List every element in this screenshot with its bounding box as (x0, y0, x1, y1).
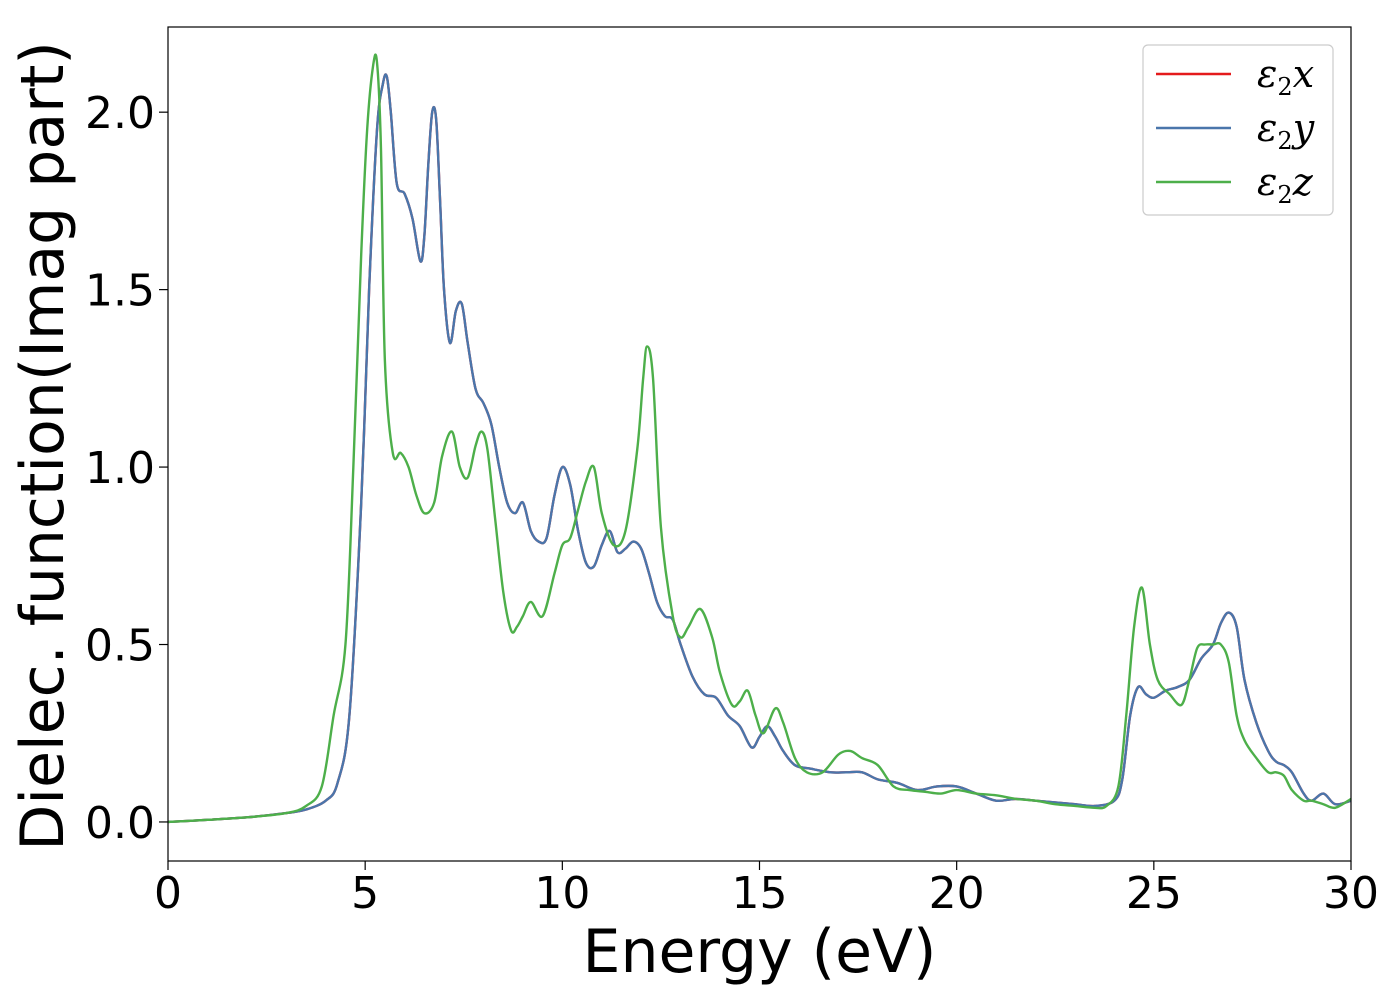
x-tick-label: 25 (1126, 868, 1182, 919)
series-layer (167, 53, 1352, 824)
y-tick-label: 2.0 (85, 88, 155, 139)
legend-items: ε2x ε2y ε2z (1156, 52, 1315, 209)
series-line-z (167, 53, 1352, 824)
y-axis-ticks: 0.0 0.5 1.0 1.5 2.0 (85, 88, 168, 849)
legend-frame (1142, 44, 1334, 216)
y-tick-label: 0.5 (85, 621, 155, 672)
y-axis-label: Dielec. function(Imag part) (8, 41, 78, 851)
x-tick-label: 30 (1323, 868, 1379, 919)
legend: ε2x ε2y ε2z (1142, 44, 1334, 216)
x-tick-label: 20 (929, 868, 985, 919)
x-tick-label: 10 (534, 868, 590, 919)
x-tick-label: 15 (732, 868, 788, 919)
y-tick-label: 0.0 (85, 798, 155, 849)
x-axis-ticks: 0 5 10 15 20 25 30 (154, 861, 1379, 919)
y-tick-label: 1.0 (85, 443, 155, 494)
x-tick-label: 0 (154, 868, 182, 919)
legend-label-z: ε2z (1257, 160, 1314, 209)
x-tick-label: 5 (351, 868, 379, 919)
legend-label-y: ε2y (1257, 106, 1315, 155)
y-tick-label: 1.5 (85, 266, 155, 317)
x-axis-label: Energy (eV) (583, 917, 937, 987)
legend-label-x: ε2x (1257, 52, 1314, 101)
